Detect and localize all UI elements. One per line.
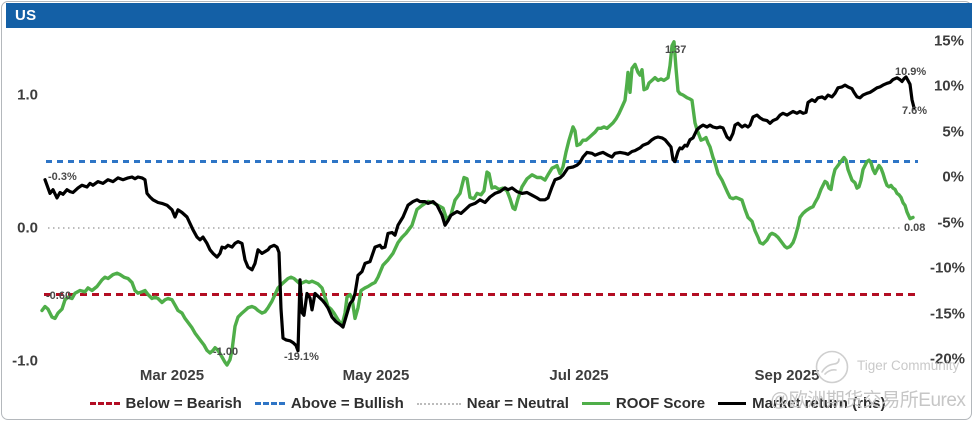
legend-swatch-dotted (416, 402, 461, 405)
legend-item: ROOF Score (581, 395, 706, 412)
right-axis-tick: 5% (942, 123, 964, 140)
x-axis-label: Jul 2025 (549, 367, 609, 384)
value-annotation: 7.6% (902, 105, 928, 117)
roof-score-line (40, 40, 915, 367)
legend-item: Above = Bullish (254, 395, 404, 412)
value-annotation: 1.37 (665, 44, 687, 56)
value-annotation: 0.08 (904, 222, 926, 234)
x-axis-label: Mar 2025 (139, 367, 205, 384)
x-axis-label: Sep 2025 (754, 367, 820, 384)
legend-label: Near = Neutral (466, 395, 569, 412)
x-axis-label: May 2025 (342, 367, 410, 384)
market-return-rhs--line (43, 75, 916, 353)
legend-label: Below = Bearish (125, 395, 242, 412)
value-annotation: 10.9% (895, 66, 927, 78)
legend-item: Below = Bearish (89, 395, 242, 412)
legend-swatch-solid (718, 402, 747, 405)
right-axis-tick: 10% (933, 77, 964, 95)
right-axis-tick: -10% (930, 259, 966, 277)
value-annotation: -0.60 (46, 290, 72, 302)
right-axis-tick: -5% (937, 214, 964, 231)
legend-label: Above = Bullish (290, 395, 404, 412)
right-axis-tick: -15% (930, 305, 966, 322)
value-annotation: -1.00 (213, 346, 239, 358)
title-bar: US (6, 3, 972, 28)
value-annotation: -0.3% (48, 171, 77, 183)
legend-item: Market return (rhs) (718, 395, 885, 412)
legend-swatch-solid (581, 402, 610, 405)
legend-label: Market return (rhs) (752, 395, 886, 412)
right-axis-tick: 15% (933, 32, 964, 49)
right-axis-tick: -20% (930, 350, 966, 368)
legend-item: Near = Neutral (416, 395, 569, 412)
legend-swatch-dashed (254, 402, 285, 405)
legend-swatch-dashed (89, 402, 120, 405)
legend-label: ROOF Score (615, 395, 706, 412)
left-axis-tick: 1.0 (17, 86, 38, 104)
left-axis-tick: -1.0 (12, 352, 38, 370)
value-annotation: -19.1% (284, 351, 319, 363)
left-axis-tick: 0.0 (17, 219, 38, 237)
right-axis-tick: 0% (942, 168, 964, 186)
legend: Below = Bearish Above = Bullish Near = Neu… (0, 395, 975, 412)
page-title: US (15, 7, 37, 24)
